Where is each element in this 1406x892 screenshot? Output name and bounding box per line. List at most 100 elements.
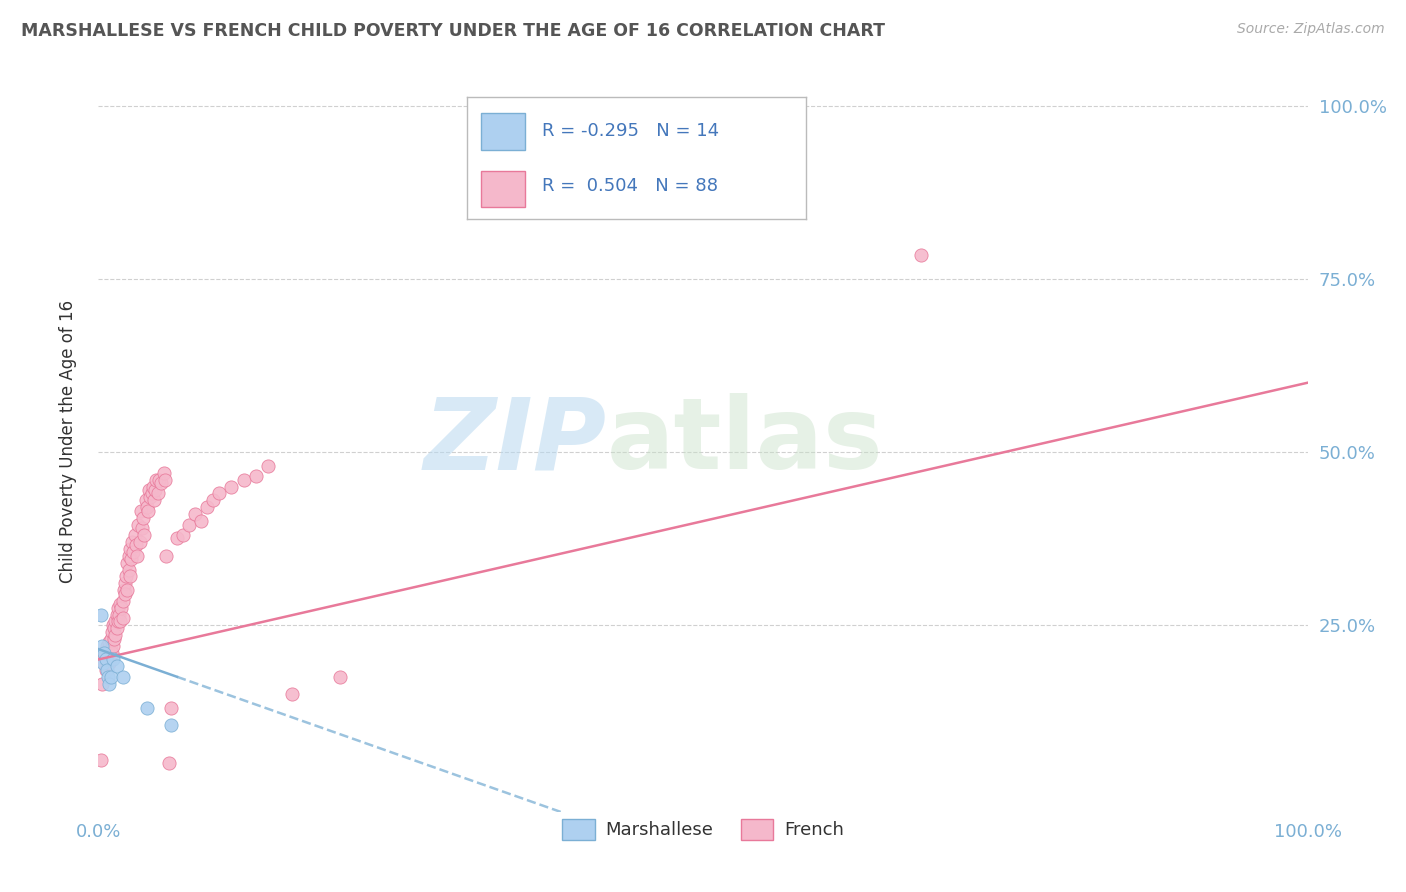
- Legend: Marshallese, French: Marshallese, French: [555, 812, 851, 847]
- Point: [94, 663, 117, 677]
- Point: [195, 500, 218, 515]
- Point: [146, 486, 169, 500]
- Point: [118, 541, 141, 556]
- Point: [97, 670, 120, 684]
- Point: [135, 500, 157, 515]
- Point: [150, 476, 173, 491]
- Point: [202, 493, 225, 508]
- Point: [111, 670, 134, 684]
- Point: [96, 656, 118, 670]
- Point: [232, 473, 254, 487]
- Point: [110, 600, 132, 615]
- Point: [93, 648, 115, 663]
- Point: [90, 753, 112, 767]
- Point: [179, 517, 201, 532]
- Y-axis label: Child Poverty Under the Age of 16: Child Poverty Under the Age of 16: [59, 300, 77, 583]
- Point: [93, 656, 115, 670]
- Point: [101, 652, 124, 666]
- Point: [208, 486, 231, 500]
- Point: [97, 652, 120, 666]
- Point: [117, 583, 139, 598]
- Point: [108, 615, 131, 629]
- Point: [97, 642, 120, 657]
- Point: [105, 621, 128, 635]
- Point: [105, 607, 128, 622]
- Point: [115, 569, 138, 583]
- Point: [118, 563, 141, 577]
- Point: [281, 687, 304, 701]
- Point: [129, 504, 152, 518]
- Point: [190, 514, 212, 528]
- Point: [100, 646, 122, 660]
- Point: [910, 248, 932, 262]
- Point: [132, 510, 155, 524]
- Point: [111, 611, 134, 625]
- Point: [93, 646, 115, 660]
- Point: [245, 469, 267, 483]
- Point: [117, 556, 139, 570]
- Point: [141, 486, 163, 500]
- Point: [118, 569, 141, 583]
- Point: [152, 466, 174, 480]
- Text: MARSHALLESE VS FRENCH CHILD POVERTY UNDER THE AGE OF 16 CORRELATION CHART: MARSHALLESE VS FRENCH CHILD POVERTY UNDE…: [21, 22, 886, 40]
- Point: [160, 718, 183, 732]
- Point: [136, 504, 159, 518]
- Point: [134, 528, 156, 542]
- Point: [329, 670, 352, 684]
- Point: [172, 528, 194, 542]
- Point: [138, 483, 160, 497]
- Point: [157, 756, 180, 771]
- Point: [107, 600, 129, 615]
- Point: [135, 701, 157, 715]
- Point: [160, 701, 183, 715]
- Point: [679, 161, 702, 176]
- Point: [108, 597, 131, 611]
- Point: [221, 479, 243, 493]
- Point: [98, 656, 121, 670]
- Point: [118, 549, 141, 563]
- Point: [121, 534, 143, 549]
- Point: [114, 576, 136, 591]
- Point: [131, 521, 153, 535]
- Point: [103, 632, 125, 646]
- Point: [114, 587, 136, 601]
- Point: [100, 642, 122, 657]
- Point: [124, 528, 146, 542]
- Point: [120, 552, 142, 566]
- Point: [143, 483, 166, 497]
- Point: [135, 493, 157, 508]
- Point: [256, 458, 278, 473]
- Point: [101, 639, 124, 653]
- Text: Source: ZipAtlas.com: Source: ZipAtlas.com: [1237, 22, 1385, 37]
- Point: [143, 493, 166, 508]
- Point: [91, 639, 114, 653]
- Point: [105, 659, 128, 673]
- Point: [98, 676, 121, 690]
- Point: [108, 607, 131, 622]
- Point: [91, 656, 114, 670]
- Point: [153, 473, 176, 487]
- Point: [142, 479, 165, 493]
- Point: [148, 473, 170, 487]
- Point: [111, 593, 134, 607]
- Point: [107, 615, 129, 629]
- Point: [127, 549, 149, 563]
- Point: [184, 507, 207, 521]
- Point: [96, 663, 118, 677]
- Text: atlas: atlas: [606, 393, 883, 490]
- Point: [125, 538, 148, 552]
- Point: [127, 517, 149, 532]
- Point: [128, 534, 150, 549]
- Point: [100, 632, 122, 646]
- Point: [96, 639, 118, 653]
- Point: [166, 532, 188, 546]
- Point: [139, 490, 162, 504]
- Point: [145, 473, 167, 487]
- Point: [155, 549, 177, 563]
- Point: [104, 615, 127, 629]
- Point: [91, 676, 114, 690]
- Point: [101, 618, 124, 632]
- Point: [104, 628, 127, 642]
- Point: [100, 670, 122, 684]
- Point: [122, 545, 145, 559]
